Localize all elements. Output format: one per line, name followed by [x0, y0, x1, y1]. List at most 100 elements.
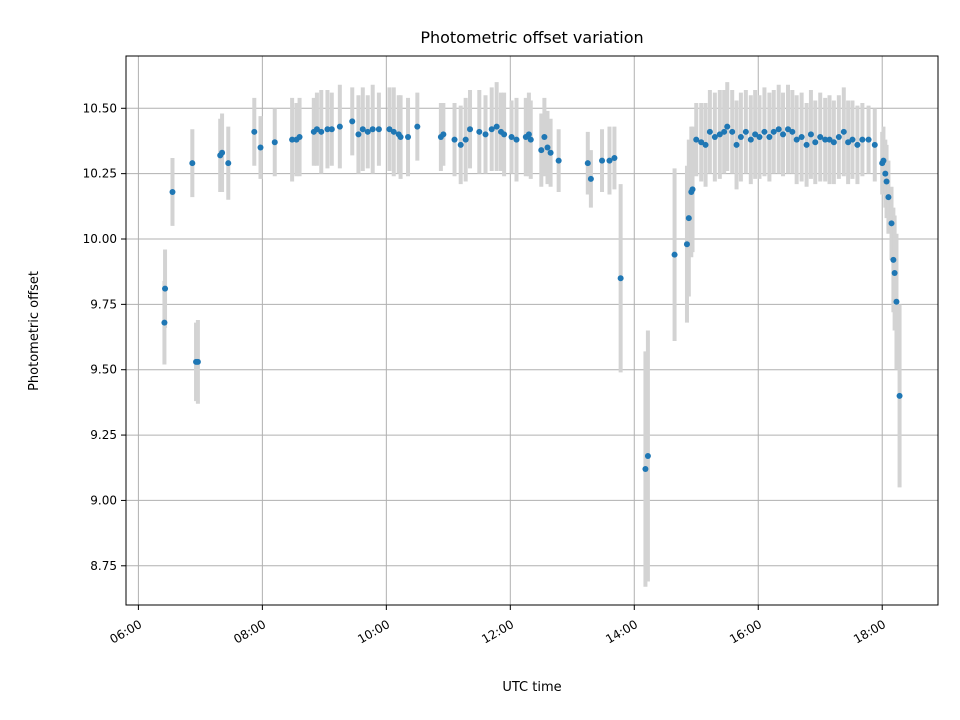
data-point — [336, 123, 343, 130]
data-point — [161, 319, 168, 326]
data-point — [780, 131, 787, 138]
y-tick-label: 10.00 — [83, 232, 117, 246]
data-point — [544, 144, 551, 151]
data-point — [375, 126, 382, 133]
data-point — [328, 126, 335, 133]
data-point — [761, 128, 768, 135]
data-point — [729, 128, 736, 135]
data-point — [296, 134, 303, 141]
axes-frame — [125, 55, 939, 606]
data-point — [742, 128, 749, 135]
data-point — [541, 134, 548, 141]
data-point — [683, 241, 690, 248]
data-point — [885, 194, 892, 201]
data-point — [467, 126, 474, 133]
data-point — [849, 136, 856, 143]
data-point — [271, 139, 278, 146]
y-tick-label: 8.75 — [90, 559, 117, 573]
data-point — [289, 136, 296, 143]
y-axis-label: Photometric offset — [27, 271, 42, 391]
data-point — [733, 141, 740, 148]
data-point — [169, 188, 176, 195]
data-point — [822, 136, 829, 143]
data-point — [693, 136, 700, 143]
data-point — [840, 128, 847, 135]
data-point — [789, 128, 796, 135]
data-point — [508, 134, 515, 141]
data-point — [225, 160, 232, 167]
y-tick-label: 10.50 — [83, 101, 117, 115]
data-point — [476, 128, 483, 135]
data-point — [584, 160, 591, 167]
data-point — [859, 136, 866, 143]
data-point — [830, 139, 837, 146]
data-point — [318, 128, 325, 135]
data-point — [724, 123, 731, 130]
data-point — [702, 141, 709, 148]
data-point — [451, 136, 458, 143]
data-point — [349, 118, 356, 125]
data-point — [812, 139, 819, 146]
data-point — [527, 136, 534, 143]
data-point — [854, 141, 861, 148]
data-point — [642, 466, 649, 473]
y-tick-label: 9.50 — [90, 363, 117, 377]
data-point — [882, 170, 889, 177]
y-axis-ticks: 8.75 9.00 9.25 9.50 9.75 10.00 10.25 10.50 — [83, 101, 126, 573]
data-point — [711, 134, 718, 141]
data-point — [752, 131, 759, 138]
data-point — [587, 175, 594, 182]
data-point — [313, 126, 320, 133]
data-point — [599, 157, 606, 164]
data-point — [513, 136, 520, 143]
data-point — [440, 131, 447, 138]
data-point — [525, 131, 532, 138]
data-point — [803, 141, 810, 148]
data-point — [547, 149, 554, 156]
y-tick-label: 9.00 — [90, 493, 117, 507]
data-point — [462, 136, 469, 143]
chart-title: Photometric offset variation — [420, 28, 643, 47]
data-point — [501, 131, 508, 138]
data-point — [890, 256, 897, 263]
data-point — [865, 136, 872, 143]
data-point — [698, 139, 705, 146]
x-axis-label: UTC time — [502, 680, 561, 695]
data-point — [784, 126, 791, 133]
data-point — [189, 160, 196, 167]
data-point — [488, 126, 495, 133]
data-point — [826, 136, 833, 143]
y-tick-label: 9.25 — [90, 428, 117, 442]
data-point — [617, 275, 624, 282]
data-point — [685, 215, 692, 222]
data-point — [538, 147, 545, 154]
data-points — [161, 118, 903, 473]
data-point — [397, 134, 404, 141]
data-point — [896, 392, 903, 399]
data-point — [747, 136, 754, 143]
data-point — [770, 128, 777, 135]
data-point — [756, 134, 763, 141]
data-point — [386, 126, 393, 133]
data-point — [798, 134, 805, 141]
data-point — [835, 134, 842, 141]
data-point — [721, 128, 728, 135]
data-point — [871, 141, 878, 148]
data-point — [611, 154, 618, 161]
data-point — [706, 128, 713, 135]
y-tick-label: 10.25 — [83, 167, 117, 181]
data-point — [194, 358, 201, 365]
data-point — [390, 128, 397, 135]
data-point — [671, 251, 678, 258]
y-tick-label: 9.75 — [90, 297, 117, 311]
data-point — [219, 149, 226, 156]
data-point — [807, 131, 814, 138]
data-point — [689, 186, 696, 193]
data-point — [737, 134, 744, 141]
data-point — [716, 131, 723, 138]
data-point — [257, 144, 264, 151]
data-point — [817, 134, 824, 141]
data-point — [891, 269, 898, 276]
data-point — [766, 134, 773, 141]
